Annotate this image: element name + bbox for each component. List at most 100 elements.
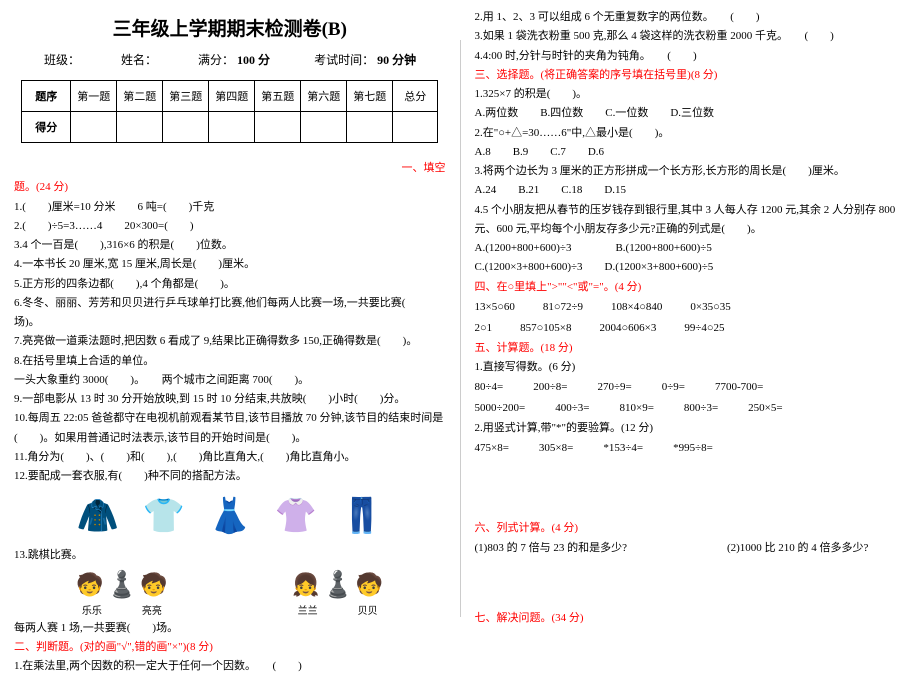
section4-head: 四、在○里填上">""<"或"="。(4 分) [475, 278, 907, 297]
q-line: 3.如果 1 袋洗衣粉重 500 克,那么 4 袋这样的洗衣粉重 2000 千克… [475, 27, 907, 46]
board-icon: ♟️ [321, 570, 353, 600]
q-line: 6.冬冬、丽丽、芳芳和贝贝进行乒乓球单打比赛,他们每两人比赛一场,一共要比赛( … [14, 294, 446, 333]
person-icon: 🧒 [140, 572, 167, 598]
q-line: 3.将两个边长为 3 厘米的正方形拼成一个长方形,长方形的周长是( )厘米。 [475, 162, 907, 181]
q-line: 1.( )厘米=10 分米 6 吨=( )千克 [14, 198, 446, 217]
calc-item: 475×8= [475, 438, 509, 459]
row-label: 得分 [22, 112, 71, 143]
q-line: 2.用 1、2、3 可以组成 6 个无重复数字的两位数。 ( ) [475, 8, 907, 27]
section6-head: 六、列式计算。(4 分) [475, 519, 907, 538]
q-line: 4.5 个小朋友把从春节的压岁钱存到银行里,其中 3 人每人存 1200 元,其… [475, 201, 907, 240]
calc-item: 270÷9= [598, 377, 632, 398]
full-value: 100 分 [237, 53, 270, 67]
q-line: 9.一部电影从 13 时 30 分开始放映,到 15 时 10 分结束,共放映(… [14, 390, 446, 409]
exam-title: 三年级上学期期末检测卷(B) [14, 14, 446, 41]
q-line: A.(1200+800+600)÷3 B.(1200+800+600)÷5 [475, 239, 907, 258]
q-line: C.(1200×3+800+600)÷3 D.(1200×3+800+600)÷… [475, 258, 907, 277]
right-column: 2.用 1、2、3 可以组成 6 个无重复数字的两位数。 ( ) 3.如果 1 … [461, 0, 920, 637]
full-label: 满分： [198, 53, 234, 67]
score-table: 题序 第一题 第二题 第三题 第四题 第五题 第六题 第七题 总分 得分 [21, 80, 438, 143]
q-line: A.8 B.9 C.7 D.6 [475, 143, 907, 162]
pants-icon: 👖 [338, 492, 386, 540]
q-line: 2.在"○+△=30……6"中,△最小是( )。 [475, 124, 907, 143]
q-line: 4.一本书长 20 厘米,宽 15 厘米,周长是( )厘米。 [14, 255, 446, 274]
calc-item: 80÷4= [475, 377, 504, 398]
q-line: 4.4:00 时,分针与时针的夹角为钝角。 ( ) [475, 47, 907, 66]
col-head: 第三题 [163, 81, 209, 112]
section5-head: 五、计算题。(18 分) [475, 339, 907, 358]
board-icon: ♟️ [106, 570, 138, 600]
q-line: (1)803 的 7 倍与 23 的和是多少? [475, 538, 627, 559]
q-line: (2)1000 比 210 的 4 倍多多少? [727, 538, 868, 559]
section1-head-left: 题。(24 分) [14, 178, 446, 197]
spacer [475, 459, 907, 519]
dress-icon: 👚 [272, 492, 320, 540]
fill-item: 2○1 [475, 318, 493, 339]
q-line: 2.( )÷5=3……4 20×300=( ) [14, 217, 446, 236]
class-label: 班级： [44, 53, 80, 67]
sub-head: 1.直接写得数。(6 分) [475, 358, 907, 377]
calc-item: 400÷3= [555, 398, 589, 419]
calc-item: *995÷8= [673, 438, 713, 459]
coat-icon: 🧥 [74, 492, 122, 540]
col-head: 第六题 [301, 81, 347, 112]
time-value: 90 分钟 [377, 53, 416, 67]
q-line: 11.角分为( )、( )和( ),( )角比直角大,( )角比直角小。 [14, 448, 446, 467]
q-line: 12.要配成一套衣服,有( )种不同的搭配方法。 [14, 467, 446, 486]
name-label: 兰兰 [298, 602, 318, 617]
section3-head: 三、选择题。(将正确答案的序号填在括号里)(8 分) [475, 66, 907, 85]
q-line: 一头大象重约 3000( )。 两个城市之间距离 700( )。 [14, 371, 446, 390]
q-row: (1)803 的 7 倍与 23 的和是多少? (2)1000 比 210 的 … [475, 538, 907, 559]
clothes-row: 🧥 👕 👗 👚 👖 [14, 492, 446, 540]
exam-page: 三年级上学期期末检测卷(B) 班级： 姓名： 满分： 100 分 考试时间： 9… [0, 0, 920, 637]
fill-item: 2004○606×3 [600, 318, 657, 339]
chess-group: 👧 ♟️ 🧒 兰兰 贝贝 [292, 570, 383, 617]
skirt-icon: 👗 [206, 492, 254, 540]
col-head: 总分 [393, 81, 438, 112]
person-icon: 🧒 [76, 572, 103, 598]
q-line: 1.325×7 的积是( )。 [475, 85, 907, 104]
fill-item: 108×4○840 [611, 297, 662, 318]
calc-item: 810×9= [620, 398, 654, 419]
calc-item: 200÷8= [533, 377, 567, 398]
name-label: 贝贝 [358, 602, 378, 617]
sub-head: 2.用竖式计算,带"*"的要验算。(12 分) [475, 419, 907, 438]
col-head: 第五题 [255, 81, 301, 112]
calc-grid: 475×8= 305×8= *153÷4= *995÷8= [475, 438, 907, 459]
section7-head: 七、解决问题。(34 分) [475, 609, 907, 628]
q-line: 3.4 个一百是( ),316×6 的积是( )位数。 [14, 236, 446, 255]
name-label: 乐乐 [82, 602, 102, 617]
col-head: 第七题 [347, 81, 393, 112]
fill-item: 857○105×8 [520, 318, 571, 339]
section1-head-right: 一、填空 [14, 159, 446, 178]
q-line: 10.每周五 22:05 爸爸都守在电视机前观看某节目,该节目播放 70 分钟,… [14, 409, 446, 448]
name-label: 姓名： [121, 53, 157, 67]
fill-grid: 2○1 857○105×8 2004○606×3 99÷4○25 [475, 318, 907, 339]
section2-head: 二、判断题。(对的画"√",错的画"×")(8 分) [14, 638, 446, 657]
q-line: A.24 B.21 C.18 D.15 [475, 181, 907, 200]
calc-item: 7700-700= [715, 377, 763, 398]
q-line: A.两位数 B.四位数 C.一位数 D.三位数 [475, 104, 907, 123]
row-label: 题序 [22, 81, 71, 112]
q-line: 8.在括号里填上合适的单位。 [14, 352, 446, 371]
spacer [475, 559, 907, 609]
person-icon: 🧒 [356, 572, 383, 598]
chess-row: 🧒 ♟️ 🧒 乐乐 亮亮 👧 ♟️ 🧒 兰兰 贝贝 [14, 570, 446, 617]
time-label: 考试时间： [314, 53, 374, 67]
chess-group: 🧒 ♟️ 🧒 乐乐 亮亮 [76, 570, 167, 617]
calc-item: 0÷9= [662, 377, 685, 398]
person-icon: 👧 [292, 572, 319, 598]
col-head: 第二题 [117, 81, 163, 112]
q-line: 每两人赛 1 场,一共要赛( )场。 [14, 619, 446, 638]
table-row: 题序 第一题 第二题 第三题 第四题 第五题 第六题 第七题 总分 [22, 81, 438, 112]
name-label: 亮亮 [142, 602, 162, 617]
q-line: 5.正方形的四条边都( ),4 个角都是( )。 [14, 275, 446, 294]
fill-grid: 13×5○60 81○72÷9 108×4○840 0×35○35 [475, 297, 907, 318]
table-row: 得分 [22, 112, 438, 143]
calc-item: 800÷3= [684, 398, 718, 419]
fill-item: 0×35○35 [690, 297, 730, 318]
calc-grid: 5000÷200= 400÷3= 810×9= 800÷3= 250×5= [475, 398, 907, 419]
calc-grid: 80÷4= 200÷8= 270÷9= 0÷9= 7700-700= [475, 377, 907, 398]
calc-item: 305×8= [539, 438, 573, 459]
col-head: 第一题 [71, 81, 117, 112]
